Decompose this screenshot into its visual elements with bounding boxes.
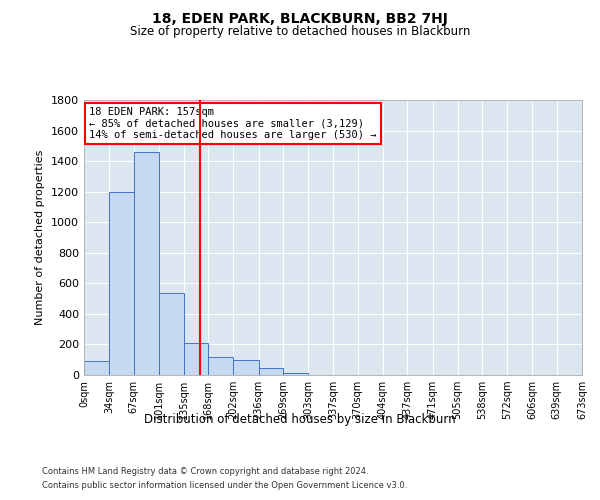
Text: Contains public sector information licensed under the Open Government Licence v3: Contains public sector information licen…: [42, 481, 407, 490]
Bar: [109, 192, 134, 375]
Bar: [259, 368, 283, 375]
Text: Distribution of detached houses by size in Blackburn: Distribution of detached houses by size …: [144, 412, 456, 426]
Bar: [159, 292, 184, 375]
Text: Size of property relative to detached houses in Blackburn: Size of property relative to detached ho…: [130, 25, 470, 38]
Bar: [84, 361, 109, 375]
Text: 18 EDEN PARK: 157sqm
← 85% of detached houses are smaller (3,129)
14% of semi-de: 18 EDEN PARK: 157sqm ← 85% of detached h…: [89, 107, 376, 140]
Bar: [184, 343, 208, 375]
Bar: [233, 360, 259, 375]
Text: Contains HM Land Registry data © Crown copyright and database right 2024.: Contains HM Land Registry data © Crown c…: [42, 468, 368, 476]
Bar: [208, 356, 233, 375]
Bar: [134, 152, 159, 375]
Text: 18, EDEN PARK, BLACKBURN, BB2 7HJ: 18, EDEN PARK, BLACKBURN, BB2 7HJ: [152, 12, 448, 26]
Bar: [283, 372, 308, 375]
Y-axis label: Number of detached properties: Number of detached properties: [35, 150, 46, 325]
